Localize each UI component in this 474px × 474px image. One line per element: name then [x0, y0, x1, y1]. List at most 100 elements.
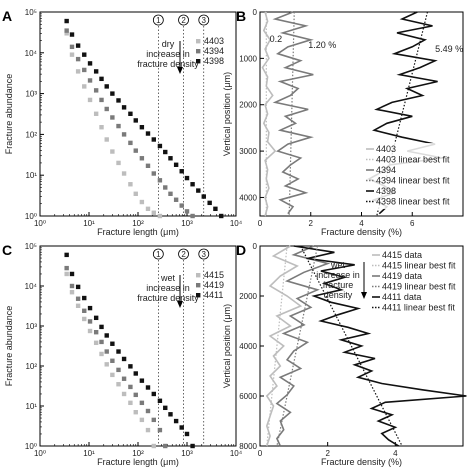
y-tick-label: 10⁴ [25, 49, 38, 58]
legend-swatch [196, 49, 201, 54]
data-point [139, 417, 145, 423]
circled-marker-label: 2 [181, 250, 186, 259]
data-point [157, 213, 163, 219]
series-4419 [64, 265, 168, 449]
fit-line [300, 245, 403, 447]
data-point [64, 252, 69, 258]
data-point [133, 392, 138, 398]
data-point [69, 271, 75, 277]
legend-label: 4415 linear best fit [382, 261, 456, 271]
legend-label: 4415 data [382, 250, 422, 260]
annotation-text: increase in [316, 270, 360, 280]
data-point [93, 88, 99, 93]
panel-label: D [236, 242, 246, 258]
legend-label: 4398 [204, 56, 224, 66]
legend-label: 4394 linear best fit [376, 176, 450, 186]
data-point [139, 125, 145, 130]
data-point [93, 329, 99, 335]
data-point [168, 191, 173, 197]
data-point [139, 378, 145, 383]
circled-marker [178, 248, 189, 260]
data-point [128, 400, 133, 406]
data-point [116, 160, 121, 166]
series-line-4419 [275, 245, 331, 447]
y-axis-label: Fracture abundance [4, 306, 14, 387]
data-point [151, 171, 156, 176]
data-point [173, 418, 179, 424]
legend-box [369, 249, 462, 315]
data-point [64, 265, 69, 271]
data-point [87, 61, 93, 66]
y-tick-label: 10¹ [25, 171, 37, 180]
data-point [87, 78, 93, 83]
data-point [116, 382, 121, 387]
data-point [116, 349, 121, 354]
data-point [128, 182, 133, 187]
data-point [110, 91, 115, 96]
data-point [190, 443, 195, 449]
arrow-head [361, 292, 367, 299]
y-tick-label: 10⁰ [25, 442, 37, 451]
legend-swatch [196, 39, 201, 44]
y-tick-label: 0 [253, 242, 258, 251]
series-4394 [64, 28, 195, 219]
data-point [64, 31, 69, 36]
x-tick-label: 10¹ [83, 219, 95, 228]
data-point [151, 417, 156, 423]
legend-swatch [196, 59, 201, 64]
data-point [69, 283, 75, 289]
y-tick-label: 8000 [239, 442, 257, 451]
legend-label: 4415 [204, 270, 224, 280]
series-4415 [64, 271, 156, 449]
data-point [104, 137, 109, 142]
legend-box [363, 143, 462, 209]
data-point [151, 210, 156, 215]
data-point [139, 199, 145, 205]
data-point [145, 408, 151, 414]
legend-label: 4419 linear best fit [382, 282, 456, 292]
data-point [163, 185, 168, 190]
x-tick-label: 4 [359, 219, 364, 228]
x-axis-label: Fracture density (%) [321, 227, 402, 237]
data-point [99, 76, 104, 82]
annotation-text: wet [160, 273, 176, 283]
circled-marker [178, 14, 189, 26]
data-point [93, 340, 99, 346]
data-point [110, 115, 115, 120]
annotation-text: fracture [323, 280, 354, 290]
legend-label: 4398 linear best fit [376, 197, 450, 207]
data-point [179, 203, 184, 208]
data-point [75, 43, 81, 48]
data-point [69, 44, 75, 50]
data-point [121, 391, 127, 397]
series-line-4415 [265, 245, 303, 447]
data-point [69, 289, 75, 295]
annotation-text: fracture density [137, 59, 199, 69]
series-4411 [64, 252, 195, 449]
y-axis-label: Vertical position (μm) [222, 304, 232, 388]
x-axis-label: Fracture density (%) [321, 457, 402, 467]
data-point [75, 69, 81, 74]
panel-label: B [236, 8, 246, 24]
x-tick-label: 10⁴ [230, 449, 243, 458]
data-point [207, 200, 212, 206]
annotation-text: dry [162, 39, 175, 49]
series-4398 [64, 18, 224, 219]
x-tick-label: 4 [393, 449, 398, 458]
data-point [128, 140, 133, 146]
data-point [116, 123, 121, 129]
data-point [184, 175, 190, 181]
data-point [157, 178, 163, 183]
x-tick-label: 10² [132, 219, 144, 228]
data-point [128, 111, 133, 116]
legend-swatch [196, 273, 201, 278]
data-point [93, 315, 99, 321]
data-point [179, 169, 184, 174]
legend-label: 4394 [376, 165, 396, 175]
panel-A: A 10⁰ 10¹ 10² 10³ 10⁴ 10⁰ 10¹ 10² 10³ 10⁴ 10⁵ Fractu… [2, 8, 243, 237]
data-point [201, 194, 206, 199]
data-point [93, 111, 99, 116]
x-tick-label: 10¹ [83, 449, 95, 458]
data-point [139, 400, 145, 406]
